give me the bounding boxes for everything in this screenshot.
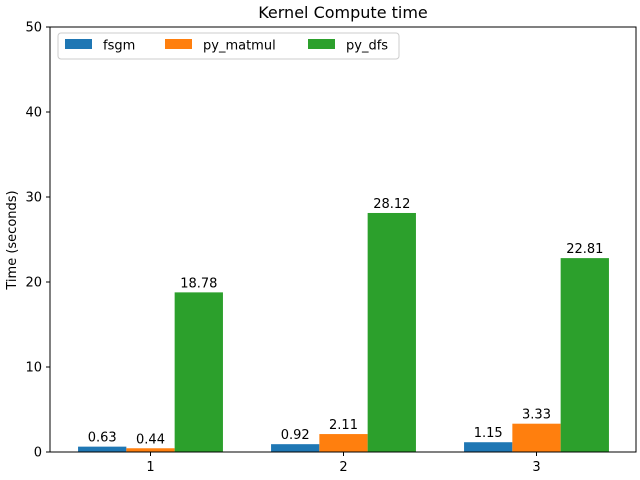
bar-py_dfs-1 [174,292,223,452]
x-tick-label: 2 [339,460,347,475]
bar-py_dfs-3 [560,258,609,452]
bar-py_dfs-2 [367,212,416,452]
data-label-fsgm-2: 0.92 [281,428,310,443]
y-tick-label: 10 [25,361,42,376]
y-tick-label: 40 [25,106,42,121]
x-tick-label: 1 [146,460,154,475]
bar-py_matmul-3 [512,423,561,452]
y-tick-label: 0 [34,446,42,461]
plot-frame [49,26,637,453]
chart-title: Kernel Compute time [258,3,428,22]
legend-label-py_dfs: py_dfs [346,39,388,54]
bar-py_matmul-1 [126,448,175,452]
y-axis-label: Time (seconds) [5,190,20,290]
data-label-py_matmul-2: 2.11 [329,418,358,433]
legend-swatch-fsgm [65,39,92,49]
bar-fsgm-1 [78,446,127,452]
x-tick-label: 3 [532,460,540,475]
data-label-py_matmul-3: 3.33 [522,408,551,423]
y-tick-label: 30 [25,191,42,206]
legend-label-py_matmul: py_matmul [203,39,276,54]
legend-swatch-py_dfs [308,39,335,49]
data-label-py_matmul-1: 0.44 [136,432,165,447]
legend-label-fsgm: fsgm [103,39,135,54]
legend-swatch-py_matmul [165,39,192,49]
data-label-fsgm-1: 0.63 [88,431,117,446]
bar-fsgm-3 [464,442,513,452]
data-label-py_dfs-3: 22.81 [566,242,603,257]
legend: fsgm py_matmul py_dfs [57,32,400,60]
y-tick-label: 20 [25,276,42,291]
data-label-py_dfs-1: 18.78 [180,276,217,291]
bar-fsgm-2 [271,444,320,452]
data-label-py_dfs-2: 28.12 [373,197,410,212]
y-tick-label: 50 [25,21,42,36]
bar-py_matmul-2 [319,434,368,452]
data-label-fsgm-3: 1.15 [474,426,503,441]
